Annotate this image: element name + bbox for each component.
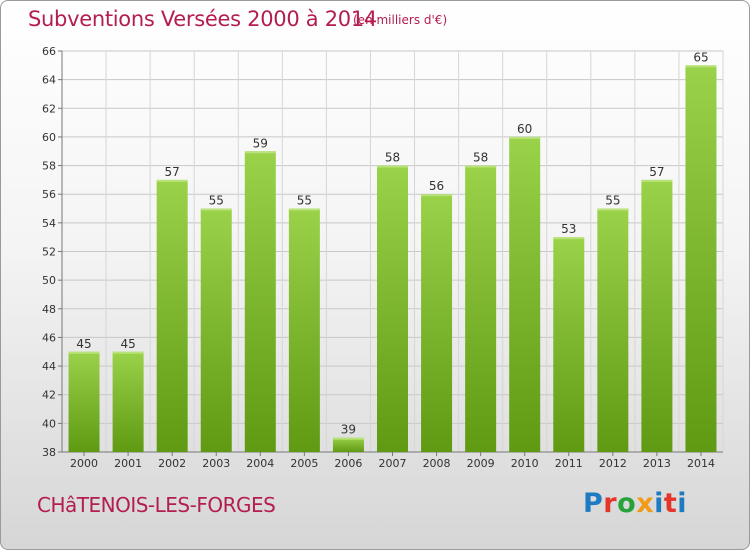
y-tick-label: 62 [42, 102, 56, 115]
bar [332, 437, 364, 452]
bar [421, 194, 453, 452]
y-tick-label: 48 [42, 303, 56, 316]
bar-highlight [112, 351, 144, 354]
bar-highlight [641, 179, 673, 182]
bar-highlight [288, 208, 320, 211]
bar [685, 65, 717, 453]
y-tick-label: 52 [42, 246, 56, 259]
bar [377, 165, 408, 453]
x-tick-label: 2004 [246, 457, 274, 470]
y-tick-label: 44 [42, 360, 56, 373]
x-tick-label: 2007 [379, 457, 407, 470]
bar [200, 208, 232, 452]
chart-title: Subventions Versées 2000 à 2014 [28, 7, 377, 31]
x-tick-label: 2010 [511, 457, 539, 470]
bar-highlight [465, 165, 497, 168]
value-label: 57 [165, 165, 180, 179]
value-label: 45 [120, 337, 135, 351]
y-tick-label: 56 [42, 188, 56, 201]
bar-highlight [200, 208, 232, 211]
bar-highlight [685, 65, 717, 68]
bar [156, 179, 188, 452]
y-tick-label: 42 [42, 389, 56, 402]
bar [509, 136, 541, 452]
y-tick-label: 46 [42, 331, 56, 344]
x-tick-label: 2014 [687, 457, 715, 470]
proxiti-logo: Proxiti [583, 488, 688, 519]
value-label: 55 [297, 194, 312, 208]
x-tick-label: 2002 [158, 457, 186, 470]
value-label: 39 [341, 423, 356, 437]
y-tick-label: 58 [42, 160, 56, 173]
y-tick-label: 66 [42, 45, 56, 58]
value-label: 60 [517, 122, 532, 136]
chart-subtitle: (en milliers d'€) [353, 13, 448, 27]
value-label: 55 [209, 194, 224, 208]
value-label: 57 [649, 165, 664, 179]
bar-highlight [553, 237, 585, 240]
labels: 38 40 42 44 46 48 50 52 54 56 58 60 62 64 66 45 2000 45 20… [42, 45, 715, 470]
y-tick-label: 40 [42, 417, 56, 430]
x-tick-label: 2013 [643, 457, 671, 470]
x-tick-label: 2001 [114, 457, 142, 470]
value-label: 55 [605, 194, 620, 208]
bar-highlight [244, 151, 276, 154]
y-tick-label: 38 [42, 446, 56, 459]
x-tick-label: 2005 [290, 457, 318, 470]
x-tick-label: 2012 [599, 457, 627, 470]
bars [68, 65, 717, 453]
value-label: 58 [473, 151, 488, 165]
bar-highlight [509, 136, 541, 139]
y-tick-label: 64 [42, 74, 56, 87]
bar [553, 237, 585, 452]
bar-highlight [421, 194, 453, 197]
value-label: 56 [429, 179, 444, 193]
y-tick-label: 50 [42, 274, 56, 287]
value-label: 59 [253, 136, 268, 150]
bar [112, 351, 144, 452]
x-tick-label: 2006 [334, 457, 362, 470]
value-label: 58 [385, 151, 400, 165]
bar-highlight [377, 165, 408, 168]
x-tick-label: 2003 [202, 457, 230, 470]
bar [465, 165, 497, 453]
bar-highlight [68, 351, 100, 354]
y-tick-label: 60 [42, 131, 56, 144]
bar [641, 179, 673, 452]
x-tick-label: 2008 [423, 457, 451, 470]
x-tick-label: 2000 [70, 457, 98, 470]
value-label: 65 [693, 50, 708, 64]
place-name: CHâTENOIS-LES-FORGES [37, 493, 276, 517]
value-label: 53 [561, 222, 576, 236]
bar-highlight [156, 179, 188, 182]
bar-highlight [332, 437, 364, 440]
value-label: 45 [76, 337, 91, 351]
y-tick-label: 54 [42, 217, 56, 230]
bar [244, 151, 276, 452]
bar [68, 351, 100, 452]
bar-highlight [597, 208, 629, 211]
bar [597, 208, 629, 452]
bar [288, 208, 320, 452]
x-tick-label: 2009 [467, 457, 495, 470]
x-tick-label: 2011 [555, 457, 583, 470]
